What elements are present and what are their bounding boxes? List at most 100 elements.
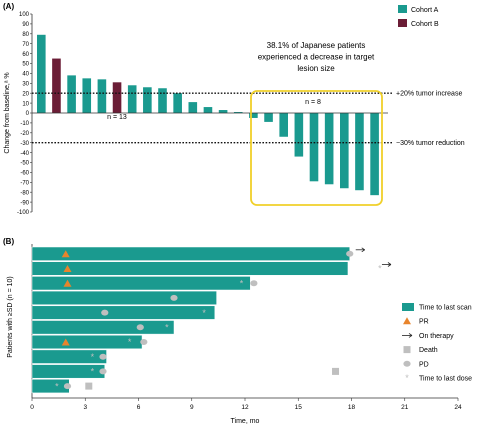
waterfall-bar bbox=[67, 75, 76, 113]
patient-bar bbox=[31, 305, 216, 320]
x-tick-label: 12 bbox=[241, 404, 249, 411]
panel-label-b: (B) bbox=[3, 237, 14, 246]
swimmer-chart: (B) 0 3 6 9 12 15 18 21 24 Time, mo Patients with ≥… bbox=[3, 237, 472, 425]
highlight-annotation-line: lesion size bbox=[297, 64, 335, 73]
waterfall-bar bbox=[340, 113, 349, 189]
y-tick-label: 70 bbox=[22, 42, 29, 48]
waterfall-bar bbox=[173, 93, 182, 113]
last-dose-marker: * bbox=[91, 352, 95, 362]
pd-marker bbox=[170, 294, 178, 301]
legend-swatch bbox=[398, 19, 407, 27]
waterfall-bar bbox=[82, 78, 92, 113]
waterfall-bar bbox=[294, 113, 304, 157]
waterfall-bar bbox=[52, 58, 61, 113]
x-tick-label: 0 bbox=[30, 404, 34, 411]
panel-label-a: (A) bbox=[3, 2, 14, 11]
waterfall-bar bbox=[143, 87, 152, 113]
reference-line-label: +20% tumor increase bbox=[396, 91, 462, 98]
legend-swatch bbox=[398, 5, 407, 13]
x-tick-label: 18 bbox=[348, 404, 356, 411]
waterfall-bar bbox=[127, 85, 137, 113]
x-tick-label: 6 bbox=[137, 404, 141, 411]
y-tick-label: 90 bbox=[22, 22, 29, 28]
pd-marker bbox=[101, 309, 109, 316]
patient-bar bbox=[31, 379, 70, 394]
waterfall-bar bbox=[249, 113, 258, 118]
y-tick-label: -90 bbox=[20, 200, 29, 206]
y-axis-label: Change from baseline,ᵃ % bbox=[4, 72, 11, 153]
patient-bar bbox=[31, 290, 217, 305]
legend-bar-swatch bbox=[402, 303, 414, 311]
y-tick-label: -80 bbox=[20, 190, 29, 196]
waterfall-chart: (A)1009080706050403020100-10-20-30-40-50… bbox=[3, 2, 465, 216]
highlight-box bbox=[250, 90, 383, 206]
legend-label: PD bbox=[419, 361, 429, 368]
death-marker bbox=[85, 382, 93, 390]
x-tick-label: 15 bbox=[295, 404, 303, 411]
patient-bar bbox=[31, 276, 251, 291]
y-tick-label: 100 bbox=[19, 12, 30, 18]
legend-label: Time to last scan bbox=[419, 305, 472, 312]
legend-arrowhead-swatch bbox=[408, 333, 413, 338]
y-tick-label: -10 bbox=[20, 121, 29, 127]
last-dose-marker: * bbox=[202, 308, 206, 318]
y-tick-label: -50 bbox=[20, 161, 29, 167]
legend-death-swatch bbox=[403, 346, 411, 354]
pd-marker bbox=[99, 368, 107, 375]
waterfall-bar bbox=[37, 34, 46, 113]
reference-line-label: −30% tumor reduction bbox=[396, 140, 465, 147]
legend-label: PR bbox=[419, 319, 429, 326]
y-tick-label: 50 bbox=[22, 62, 29, 68]
pd-marker bbox=[63, 383, 72, 390]
waterfall-bar bbox=[203, 107, 213, 113]
legend-last-dose-swatch: * bbox=[405, 373, 409, 383]
y-tick-label: 20 bbox=[22, 91, 29, 97]
last-dose-marker: * bbox=[165, 323, 169, 333]
waterfall-bar bbox=[279, 113, 288, 137]
pd-marker bbox=[140, 339, 148, 345]
legend-pd-swatch bbox=[403, 360, 411, 367]
x-tick-label: 21 bbox=[401, 404, 409, 411]
y-tick-label: 10 bbox=[22, 101, 29, 107]
y-tick-label: -70 bbox=[20, 181, 29, 187]
waterfall-bar bbox=[97, 79, 107, 113]
highlight-annotation-line: 38.1% of Japanese patients bbox=[267, 41, 366, 50]
x-tick-label: 24 bbox=[454, 404, 462, 411]
y-tick-label: 80 bbox=[22, 32, 29, 38]
legend-pr-swatch bbox=[403, 317, 411, 325]
pd-marker bbox=[99, 353, 107, 360]
y-tick-label: -60 bbox=[20, 171, 29, 177]
last-dose-marker: * bbox=[128, 337, 132, 347]
pr-marker bbox=[61, 338, 70, 346]
x-tick-label: 3 bbox=[83, 404, 87, 411]
pd-marker bbox=[136, 324, 144, 331]
pr-marker bbox=[61, 250, 70, 258]
highlight-annotation-line: experienced a decrease in target bbox=[258, 53, 375, 62]
legend-label: Time to last dose bbox=[419, 376, 472, 383]
waterfall-bar bbox=[233, 112, 243, 113]
death-marker bbox=[332, 367, 340, 375]
legend-label: Death bbox=[419, 347, 438, 354]
n-increase-label: n = 13 bbox=[107, 114, 127, 121]
patient-bar bbox=[31, 246, 350, 261]
last-dose-marker: * bbox=[55, 381, 59, 391]
y-tick-label: 30 bbox=[22, 82, 29, 88]
y-tick-label: 40 bbox=[22, 72, 29, 78]
waterfall-bar bbox=[158, 88, 167, 113]
patient-bar bbox=[31, 349, 107, 364]
x-axis-label: Time, mo bbox=[231, 418, 260, 425]
legend-label: Cohort A bbox=[411, 7, 439, 14]
y-tick-label: 60 bbox=[22, 52, 29, 58]
x-tick-label: 9 bbox=[190, 404, 194, 411]
last-dose-marker: * bbox=[240, 278, 244, 288]
pr-marker bbox=[63, 279, 72, 287]
patient-bar bbox=[31, 334, 143, 350]
pd-marker bbox=[250, 280, 258, 287]
y-tick-label: -20 bbox=[20, 131, 29, 137]
patient-bar bbox=[31, 261, 349, 276]
y-tick-label: 0 bbox=[26, 111, 30, 117]
waterfall-bar bbox=[355, 113, 364, 191]
last-dose-marker: * bbox=[91, 367, 95, 377]
y-tick-label: -30 bbox=[20, 141, 29, 147]
